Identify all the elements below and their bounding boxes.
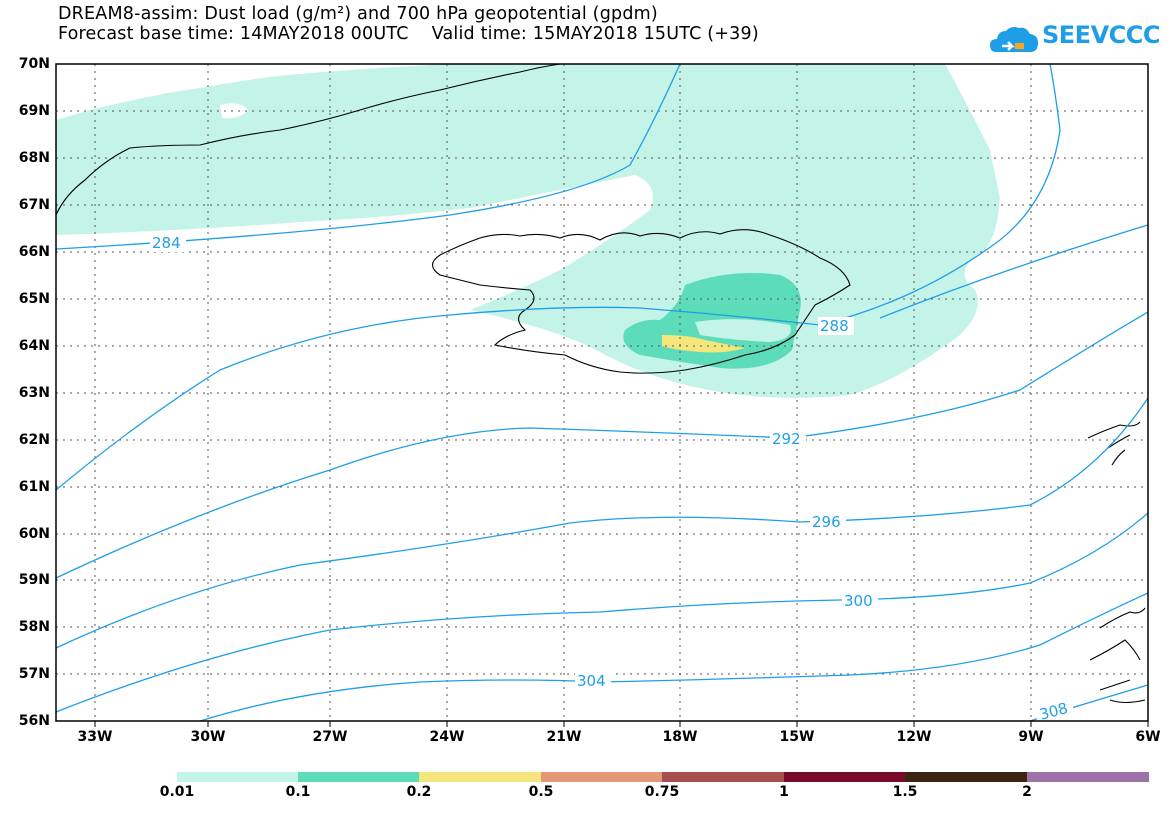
lon-label: 15W: [779, 729, 815, 745]
lon-label: 9W: [1018, 729, 1044, 745]
lat-label: 68N: [18, 150, 50, 166]
dust-region-high: [662, 335, 745, 353]
colorbar-swatch: [177, 772, 298, 782]
cloud-logo-icon: [990, 27, 1038, 52]
lon-label: 12W: [896, 729, 932, 745]
lon-label: 21W: [546, 729, 582, 745]
colorbar-swatch: [905, 772, 1027, 782]
contour-292: [56, 311, 1148, 579]
lat-label: 57N: [18, 666, 50, 682]
lat-label: 56N: [18, 713, 50, 729]
contour-300: [56, 512, 1148, 713]
greenland-coast: [56, 64, 561, 216]
colorbar-swatch: [784, 772, 905, 782]
coastline: [56, 64, 1146, 704]
lat-label: 64N: [18, 338, 50, 354]
iceland-coast: [431, 229, 851, 374]
colorbar-label: 2: [1022, 784, 1032, 800]
geopotential-contours: [56, 64, 1148, 721]
lat-label: 70N: [18, 56, 50, 72]
map-subtitle: Forecast base time: 14MAY2018 00UTC Vali…: [58, 24, 759, 44]
contour-label-288: 288: [820, 317, 849, 335]
lat-label: 62N: [18, 432, 50, 448]
colorbar-label: 0.01: [159, 784, 195, 800]
contour-304: [199, 592, 1148, 721]
map-title: DREAM8-assim: Dust load (g/m²) and 700 h…: [58, 4, 658, 24]
lon-label: 6W: [1135, 729, 1161, 745]
lon-label: 18W: [662, 729, 698, 745]
colorbar-label: 1.5: [892, 784, 918, 800]
map-frame: [55, 63, 1149, 722]
norway-coast-north: [1087, 421, 1141, 466]
lat-label: 58N: [18, 619, 50, 635]
lat-label: 66N: [18, 244, 50, 260]
colorbar-swatch: [662, 772, 784, 782]
colorbar-swatch: [1027, 772, 1149, 782]
logo-text: SEEVCCC: [1042, 21, 1161, 49]
contour-label-308: 308: [1037, 699, 1069, 724]
contour-284: [56, 64, 681, 250]
colorbar-swatch: [419, 772, 541, 782]
lat-label: 61N: [18, 479, 50, 495]
lon-label: 33W: [77, 729, 113, 745]
contour-label-304: 304: [577, 672, 606, 690]
lon-label: 24W: [429, 729, 465, 745]
lat-label: 59N: [18, 572, 50, 588]
lon-label: 30W: [190, 729, 226, 745]
scotland-coast: [1089, 607, 1146, 704]
colorbar-label: 0.5: [528, 784, 554, 800]
lat-label: 60N: [18, 526, 50, 542]
colorbar-label: 0.2: [406, 784, 432, 800]
colorbar-swatch: [298, 772, 419, 782]
colorbar-swatch: [541, 772, 662, 782]
contour-label-284: 284: [152, 234, 181, 252]
lat-label: 67N: [18, 197, 50, 213]
lat-label: 65N: [18, 291, 50, 307]
contour-288: [56, 64, 1061, 491]
contour-label-296: 296: [812, 513, 841, 531]
lat-label: 63N: [18, 385, 50, 401]
contour-label-300: 300: [844, 592, 873, 610]
lat-label: 69N: [18, 103, 50, 119]
colorbar-label: 0.75: [644, 784, 680, 800]
contour-label-292: 292: [772, 430, 801, 448]
lon-label: 27W: [312, 729, 348, 745]
colorbar-label: 0.1: [285, 784, 311, 800]
contour-296: [56, 397, 1148, 649]
contour-288-east: [879, 224, 1148, 319]
colorbar-label: 1: [779, 784, 789, 800]
graticule: [56, 64, 1148, 721]
